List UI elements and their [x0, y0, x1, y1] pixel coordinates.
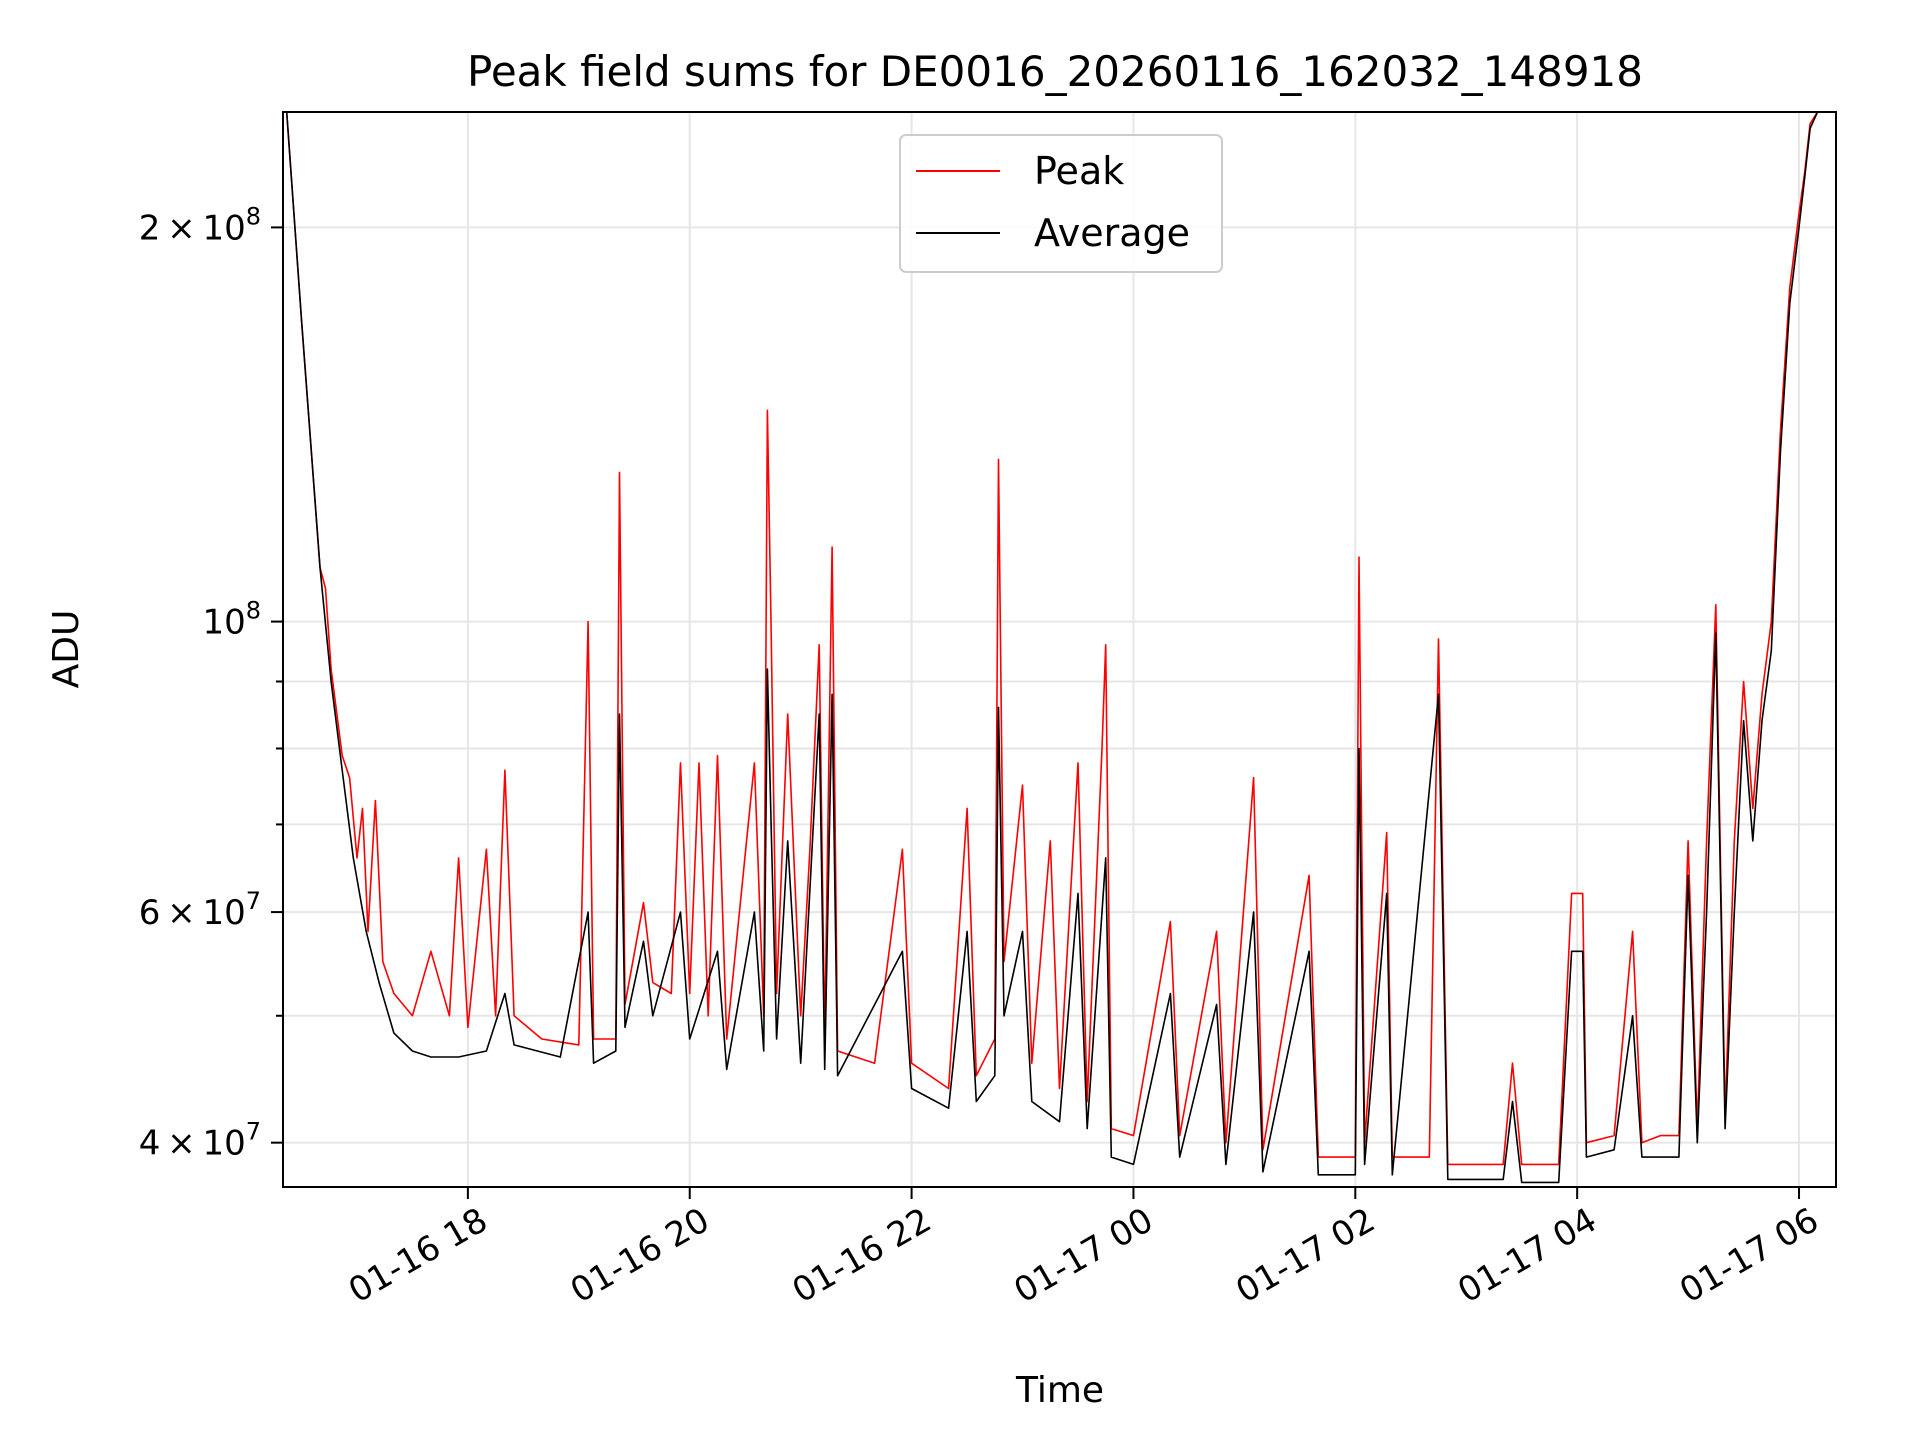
- y-axis-label: ADU: [46, 610, 87, 689]
- y-tick-label: 108: [202, 597, 261, 643]
- x-tick-label: 01-17 00: [1008, 1200, 1160, 1311]
- y-axis: 4 × 107 6 × 107 108 2 × 108: [139, 202, 283, 1164]
- y-tick-label: 6 × 107: [139, 887, 261, 933]
- y-tick-label: 4 × 107: [139, 1118, 261, 1164]
- x-tick-label: 01-17 04: [1451, 1200, 1603, 1311]
- x-axis-label: Time: [1015, 1370, 1104, 1411]
- x-axis: 01-16 18 01-16 20 01-16 22 01-17 00 01-17 02…: [342, 1187, 1826, 1311]
- legend-label-peak: Peak: [1034, 149, 1124, 193]
- grid: [283, 112, 1836, 1187]
- y-tick-label: 2 × 108: [139, 202, 261, 248]
- plot-frame: [282, 111, 1837, 1188]
- x-tick-label: 01-16 18: [342, 1200, 494, 1311]
- chart-title: Peak field sums for DE0016_20260116_1620…: [467, 47, 1643, 96]
- x-tick-label: 01-17 02: [1229, 1200, 1381, 1311]
- series-layer: [285, 112, 1819, 1184]
- legend: Peak Average: [899, 134, 1223, 273]
- x-tick-label: 01-16 22: [786, 1200, 938, 1311]
- series-line-average: [285, 112, 1819, 1184]
- x-tick-label: 01-17 06: [1673, 1200, 1825, 1311]
- legend-box: [899, 134, 1223, 273]
- legend-label-average: Average: [1034, 211, 1190, 255]
- x-tick-label: 01-16 20: [564, 1200, 716, 1311]
